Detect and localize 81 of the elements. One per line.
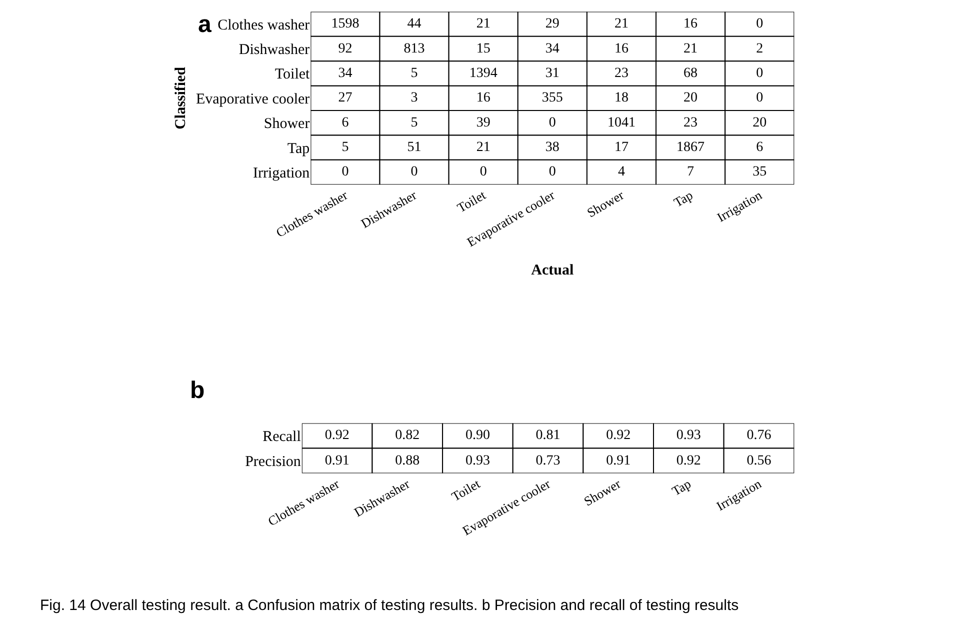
data-label: 5 [410, 115, 418, 130]
data-label: 0 [548, 115, 556, 130]
data-label: 6 [756, 140, 764, 156]
data-label: 34 [338, 66, 352, 81]
data-label: 39 [476, 115, 490, 130]
data-label: 0.93 [465, 453, 490, 468]
data-label: 0.82 [395, 428, 420, 444]
data-label: 4 [618, 164, 625, 180]
data-label: 92 [338, 41, 352, 56]
data-label: 0 [410, 164, 418, 180]
x-tick-label: Toilet [448, 476, 483, 504]
y-tick-label: Precision [245, 454, 302, 470]
data-label: 1394 [469, 66, 498, 81]
y-tick-label: Toilet [274, 66, 311, 83]
data-label: 0.92 [324, 428, 350, 444]
data-label: 23 [614, 66, 628, 81]
caption: Fig. 14 Overall testing result. a Confusion matrix of testing results. b Precision and recall of testing results [40, 597, 739, 614]
data-label: 16 [684, 16, 698, 32]
data-label: 20 [684, 90, 698, 106]
y-tick-label: Clothes washer [218, 17, 310, 34]
data-label: 0.93 [676, 428, 701, 444]
data-label: 21 [614, 16, 628, 32]
data-label: 44 [407, 16, 422, 32]
x-axis-title: Actual [531, 262, 574, 279]
data-label: 68 [684, 66, 698, 81]
y-tick-label: Tap [287, 140, 310, 157]
data-label: 20 [752, 115, 767, 130]
data-label: 3 [410, 90, 418, 106]
data-label: 0.92 [676, 453, 701, 468]
data-label: 5 [342, 140, 349, 156]
data-label: 0 [548, 164, 556, 180]
data-label: 17 [614, 140, 628, 156]
data-label: 813 [404, 41, 425, 56]
data-label: 35 [752, 164, 767, 180]
data-label: 0 [480, 164, 487, 180]
y-tick-label: Shower [264, 116, 310, 132]
data-label: 21 [684, 41, 698, 56]
data-label: 0 [342, 164, 349, 180]
data-label: 18 [614, 90, 628, 106]
data-label: 355 [542, 90, 563, 106]
y-tick-label: Irrigation [253, 166, 310, 182]
data-label: 5 [410, 66, 418, 81]
y-axis-title: Classified [173, 66, 190, 130]
data-label: 2 [756, 41, 764, 56]
x-tick-label: Toilet [454, 187, 488, 216]
data-label: 0.73 [536, 453, 560, 468]
data-label: 0.91 [606, 453, 631, 468]
data-label: 16 [476, 90, 490, 106]
data-label: 0.56 [746, 453, 772, 468]
data-label: 0.91 [324, 453, 350, 468]
data-label: 1867 [676, 140, 705, 156]
data-label: 31 [545, 66, 560, 81]
x-tick-label: Tap [669, 476, 694, 499]
data-label: 1598 [331, 16, 360, 32]
data-label: 16 [614, 41, 628, 56]
data-label: 0.90 [465, 428, 490, 444]
data-label: 0.81 [536, 428, 560, 444]
data-label: 34 [545, 41, 560, 56]
data-label: 15 [476, 41, 490, 56]
y-tick-label: Evaporative cooler [196, 91, 310, 108]
data-label: 0.92 [606, 428, 631, 444]
data-label: 0.88 [395, 453, 420, 468]
data-label: 27 [338, 90, 352, 106]
data-label: 0 [756, 66, 764, 81]
data-label: 29 [545, 16, 560, 32]
data-label: 0 [756, 90, 764, 106]
data-label: 51 [407, 140, 422, 156]
chart-title: a [198, 11, 212, 38]
data-label: 7 [687, 164, 694, 180]
data-label: 0 [756, 16, 764, 32]
chart-title: b [190, 377, 205, 404]
data-label: 21 [476, 16, 490, 32]
y-tick-label: Dishwasher [238, 42, 310, 58]
x-tick-label: Tap [671, 187, 696, 210]
y-tick-label: Recall [262, 428, 301, 445]
data-label: 23 [684, 115, 698, 130]
data-label: 1041 [607, 115, 636, 130]
data-label: 0.76 [746, 428, 772, 444]
data-label: 21 [476, 140, 490, 156]
data-label: 6 [342, 115, 349, 130]
data-label: 38 [545, 140, 560, 156]
